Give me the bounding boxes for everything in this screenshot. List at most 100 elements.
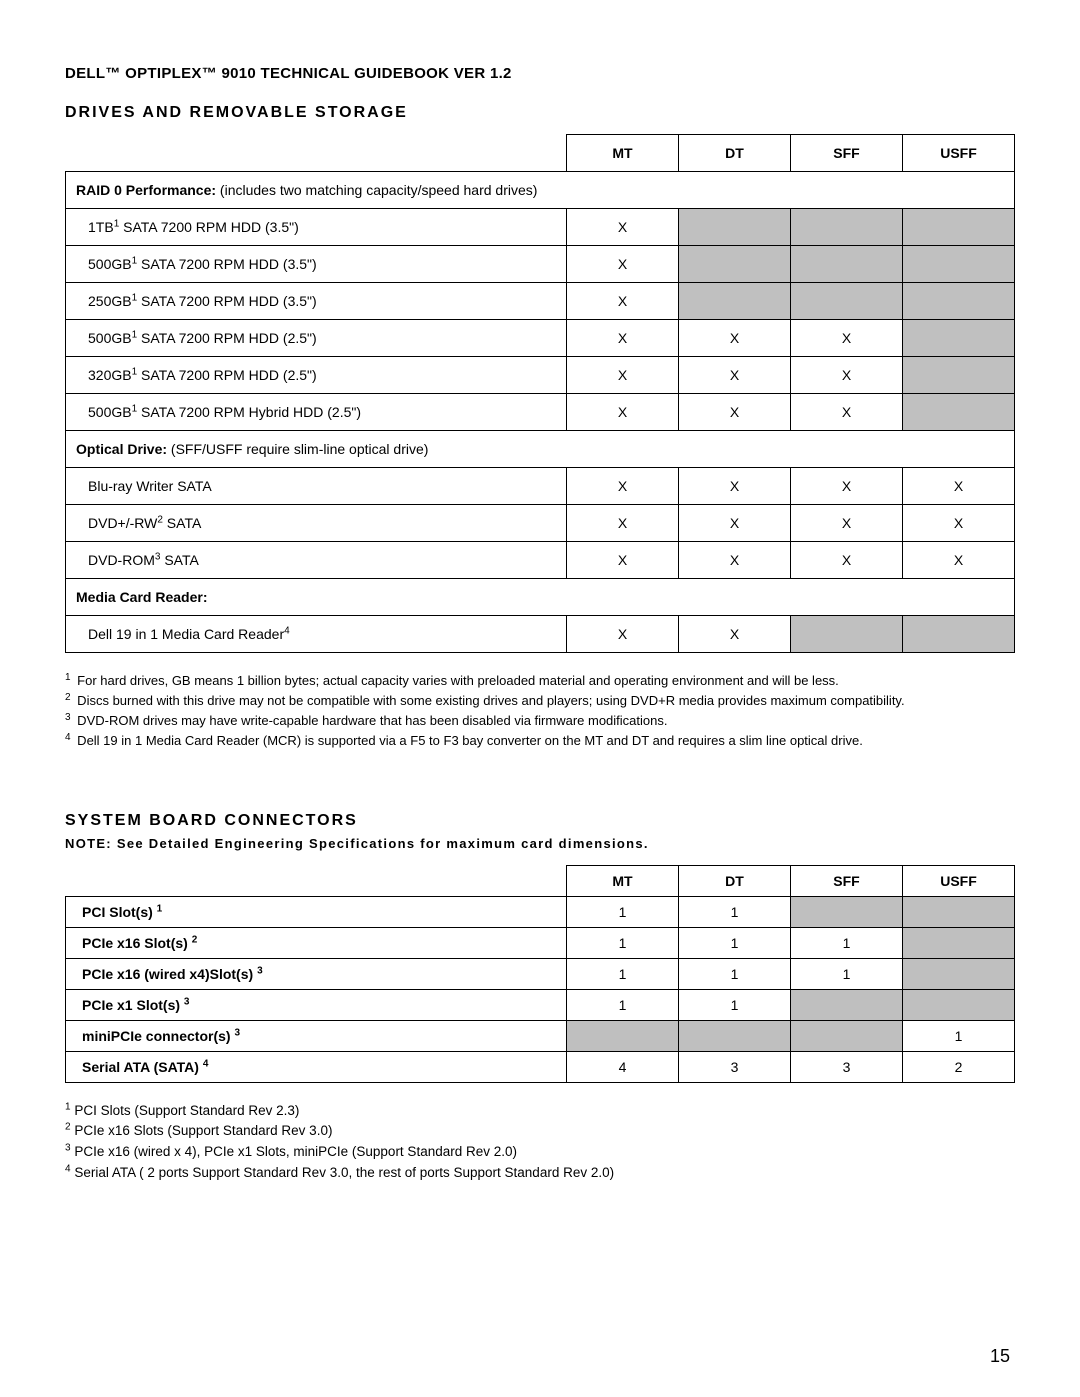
data-cell bbox=[903, 896, 1015, 927]
col-header: USFF bbox=[903, 865, 1015, 896]
row-label: PCIe x16 (wired x4)Slot(s) 3 bbox=[66, 958, 567, 989]
drives-footnotes: 1 For hard drives, GB means 1 billion by… bbox=[65, 671, 1015, 752]
data-cell bbox=[903, 927, 1015, 958]
data-cell: X bbox=[679, 616, 791, 653]
row-label: DVD-ROM3 SATA bbox=[66, 542, 567, 579]
data-cell bbox=[791, 1020, 903, 1051]
data-cell: X bbox=[791, 468, 903, 505]
data-cell bbox=[791, 896, 903, 927]
data-cell: 1 bbox=[679, 896, 791, 927]
row-label: PCIe x16 Slot(s) 2 bbox=[66, 927, 567, 958]
row-label: Serial ATA (SATA) 4 bbox=[66, 1051, 567, 1082]
data-cell: X bbox=[567, 505, 679, 542]
data-cell bbox=[903, 989, 1015, 1020]
data-cell: 4 bbox=[567, 1051, 679, 1082]
data-cell bbox=[679, 246, 791, 283]
data-cell: X bbox=[679, 505, 791, 542]
group-header: Optical Drive: (SFF/USFF require slim-li… bbox=[66, 431, 1015, 468]
footnote: 3 DVD-ROM drives may have write-capable … bbox=[65, 711, 1015, 731]
data-cell: 1 bbox=[791, 927, 903, 958]
data-cell bbox=[679, 209, 791, 246]
data-cell: X bbox=[567, 542, 679, 579]
data-cell bbox=[903, 616, 1015, 653]
footnote: 4 Dell 19 in 1 Media Card Reader (MCR) i… bbox=[65, 731, 1015, 751]
data-cell: X bbox=[679, 468, 791, 505]
row-label: miniPCIe connector(s) 3 bbox=[66, 1020, 567, 1051]
data-cell: X bbox=[903, 468, 1015, 505]
data-cell bbox=[791, 209, 903, 246]
empty-header-cell bbox=[66, 135, 567, 172]
col-header: DT bbox=[679, 135, 791, 172]
row-label: 250GB1 SATA 7200 RPM HDD (3.5") bbox=[66, 283, 567, 320]
connectors-note: NOTE: See Detailed Engineering Specifica… bbox=[65, 836, 1015, 851]
data-cell: X bbox=[903, 542, 1015, 579]
section-connectors-title: SYSTEM BOARD CONNECTORS bbox=[65, 812, 1015, 830]
data-cell: X bbox=[567, 209, 679, 246]
page-number: 15 bbox=[990, 1346, 1010, 1367]
connectors-table: MTDTSFFUSFFPCI Slot(s) 111PCIe x16 Slot(… bbox=[65, 865, 1015, 1083]
data-cell bbox=[903, 958, 1015, 989]
data-cell: X bbox=[567, 468, 679, 505]
data-cell: X bbox=[567, 394, 679, 431]
col-header: MT bbox=[567, 135, 679, 172]
footnote: 2 PCIe x16 Slots (Support Standard Rev 3… bbox=[65, 1121, 1015, 1142]
data-cell bbox=[903, 283, 1015, 320]
data-cell: 1 bbox=[679, 989, 791, 1020]
connectors-footnotes: 1 PCI Slots (Support Standard Rev 2.3)2 … bbox=[65, 1101, 1015, 1185]
data-cell: X bbox=[567, 357, 679, 394]
data-cell: 1 bbox=[567, 989, 679, 1020]
footnote: 3 PCIe x16 (wired x 4), PCIe x1 Slots, m… bbox=[65, 1142, 1015, 1163]
data-cell: X bbox=[679, 542, 791, 579]
data-cell: 1 bbox=[679, 958, 791, 989]
data-cell: X bbox=[567, 283, 679, 320]
data-cell: X bbox=[791, 357, 903, 394]
footnote: 4 Serial ATA ( 2 ports Support Standard … bbox=[65, 1163, 1015, 1184]
data-cell: 1 bbox=[567, 896, 679, 927]
row-label: 500GB1 SATA 7200 RPM HDD (2.5") bbox=[66, 320, 567, 357]
footnote: 1 For hard drives, GB means 1 billion by… bbox=[65, 671, 1015, 691]
group-header: Media Card Reader: bbox=[66, 579, 1015, 616]
data-cell bbox=[903, 320, 1015, 357]
row-label: 320GB1 SATA 7200 RPM HDD (2.5") bbox=[66, 357, 567, 394]
row-label: DVD+/-RW2 SATA bbox=[66, 505, 567, 542]
data-cell: 3 bbox=[791, 1051, 903, 1082]
data-cell: X bbox=[679, 357, 791, 394]
data-cell bbox=[903, 246, 1015, 283]
data-cell: 3 bbox=[679, 1051, 791, 1082]
row-label: 500GB1 SATA 7200 RPM Hybrid HDD (2.5") bbox=[66, 394, 567, 431]
row-label: Blu-ray Writer SATA bbox=[66, 468, 567, 505]
data-cell: 2 bbox=[903, 1051, 1015, 1082]
data-cell: 1 bbox=[679, 927, 791, 958]
data-cell: 1 bbox=[567, 927, 679, 958]
col-header: MT bbox=[567, 865, 679, 896]
data-cell: X bbox=[567, 616, 679, 653]
data-cell: X bbox=[791, 394, 903, 431]
document-title: DELL™ OPTIPLEX™ 9010 TECHNICAL GUIDEBOOK… bbox=[65, 65, 1015, 82]
data-cell: X bbox=[679, 320, 791, 357]
section-drives-title: DRIVES AND REMOVABLE STORAGE bbox=[65, 104, 1015, 122]
data-cell: 1 bbox=[791, 958, 903, 989]
page: DELL™ OPTIPLEX™ 9010 TECHNICAL GUIDEBOOK… bbox=[0, 0, 1080, 1397]
data-cell: X bbox=[567, 246, 679, 283]
data-cell bbox=[903, 209, 1015, 246]
data-cell: X bbox=[791, 320, 903, 357]
group-header: RAID 0 Performance: (includes two matchi… bbox=[66, 172, 1015, 209]
col-header: USFF bbox=[903, 135, 1015, 172]
data-cell bbox=[679, 1020, 791, 1051]
data-cell: X bbox=[903, 505, 1015, 542]
empty-header-cell bbox=[66, 865, 567, 896]
data-cell: X bbox=[567, 320, 679, 357]
footnote: 2 Discs burned with this drive may not b… bbox=[65, 691, 1015, 711]
data-cell: 1 bbox=[903, 1020, 1015, 1051]
data-cell bbox=[791, 246, 903, 283]
data-cell bbox=[903, 394, 1015, 431]
row-label: PCI Slot(s) 1 bbox=[66, 896, 567, 927]
data-cell: 1 bbox=[567, 958, 679, 989]
data-cell: X bbox=[791, 505, 903, 542]
data-cell bbox=[791, 616, 903, 653]
data-cell bbox=[791, 283, 903, 320]
data-cell bbox=[679, 283, 791, 320]
data-cell bbox=[903, 357, 1015, 394]
col-header: SFF bbox=[791, 135, 903, 172]
data-cell bbox=[791, 989, 903, 1020]
